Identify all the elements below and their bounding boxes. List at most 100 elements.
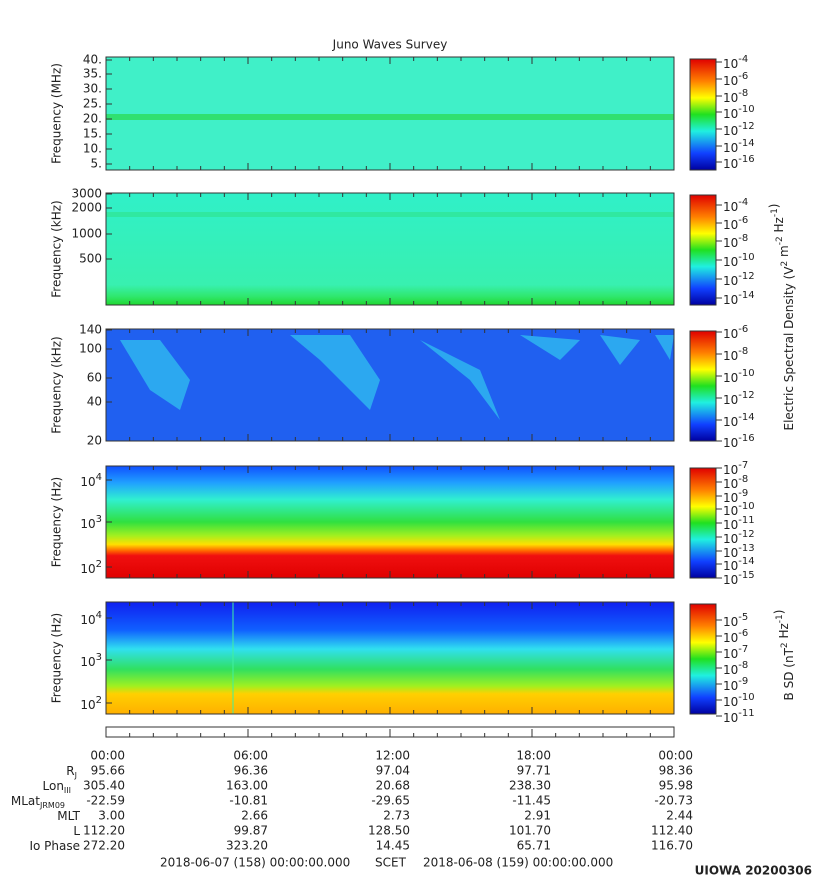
label: Io Phase: [29, 839, 80, 853]
ephem-value: -11.45: [512, 794, 551, 808]
exponent: 4: [96, 472, 102, 483]
exponent: -6: [738, 215, 748, 226]
footer-mid: SCET: [375, 856, 407, 870]
y-tick-label: 20: [87, 434, 102, 448]
base: 10: [723, 218, 738, 232]
subscript: J: [74, 771, 77, 780]
ephem-value: 101.70: [509, 824, 551, 838]
stamp: UIOWA 20200306: [695, 864, 812, 878]
ephem-value: 112.40: [651, 824, 693, 838]
exponent: -12: [738, 121, 754, 132]
colorbar-label: Electric Spectral Density (V2 m-2 Hz-1): [767, 203, 796, 430]
colorbar-tick-label: 10-4: [723, 54, 748, 71]
base: 10: [723, 518, 738, 532]
colorbar-tick-label: 10-8: [723, 660, 748, 677]
colorbar-tick-label: 10-11: [723, 515, 755, 532]
time-label: 18:00: [516, 749, 551, 763]
y-tick-label: 104: [80, 472, 102, 489]
ephem-value: 14.45: [376, 839, 410, 853]
ephem-value: 97.71: [517, 764, 551, 778]
emission: [120, 335, 674, 420]
exponent: -10: [738, 252, 754, 263]
base: 10: [80, 517, 95, 531]
colorbar-tick-label: 10-16: [723, 154, 755, 171]
colorbar-tick-label: 10-10: [723, 368, 755, 385]
exponent: -8: [738, 660, 748, 671]
base: 10: [723, 463, 738, 477]
ephem-value: 305.40: [83, 779, 125, 793]
ephem-value: -20.73: [654, 794, 693, 808]
y-tick-label: 104: [80, 610, 102, 627]
spectrogram: [106, 602, 674, 714]
base: 10: [723, 679, 738, 693]
ephem-value: 128.50: [368, 824, 410, 838]
ephem-value: 2.44: [666, 809, 693, 823]
y-tick-label: 25.: [83, 97, 102, 111]
exponent: -1: [775, 614, 785, 623]
base: 10: [723, 327, 738, 341]
ephem-value: 272.20: [83, 839, 125, 853]
base: 10: [723, 532, 738, 546]
exponent: -4: [738, 197, 748, 208]
exponent: -7: [738, 460, 748, 471]
base: 10: [723, 274, 738, 288]
time-label: 00:00: [658, 749, 693, 763]
exponent: 4: [96, 610, 102, 621]
y-axis-label: Frequency (kHz): [50, 200, 64, 297]
base: 10: [723, 663, 738, 677]
ephem-value: 96.36: [234, 764, 268, 778]
ephem-value: -29.65: [371, 794, 410, 808]
y-tick-label: 15.: [83, 127, 102, 141]
ephem-value: 99.87: [234, 824, 268, 838]
ephem-value: 116.70: [651, 839, 693, 853]
colorbar-tick-label: 10-16: [723, 433, 755, 450]
exponent: -15: [738, 570, 754, 581]
y-tick-label: 10.: [83, 142, 102, 156]
y-tick-label: 103: [80, 652, 102, 669]
ephem-value: 3.00: [98, 809, 125, 823]
exponent: -2: [775, 236, 785, 245]
subscript: III: [64, 786, 71, 795]
subscript: JRM09: [39, 801, 65, 810]
y-tick-label: 1000: [71, 227, 102, 241]
exponent: -12: [738, 390, 754, 401]
colorbar-tick-label: 10-14: [723, 412, 755, 429]
colorbar-tick-label: 10-8: [723, 88, 748, 105]
colorbar-tick-label: 10-12: [723, 121, 755, 138]
ephem-value: 238.30: [509, 779, 551, 793]
ephem-value: -22.59: [86, 794, 125, 808]
ephem-label: LonIII: [43, 779, 72, 795]
base: 10: [723, 255, 738, 269]
y-tick-label: 3000: [71, 187, 102, 201]
base: 10: [723, 157, 738, 171]
colorbar-tick-label: 10-9: [723, 488, 748, 505]
colorbar-tick-label: 10-6: [723, 628, 748, 645]
exponent: 2: [96, 695, 102, 706]
spectrogram: [106, 57, 674, 170]
y-tick-label: 500: [79, 252, 102, 266]
title: Juno Waves Survey: [332, 38, 448, 52]
time-label: 00:00: [90, 749, 125, 763]
colorbar-tick-label: 10-6: [723, 215, 748, 232]
exponent: -5: [738, 612, 748, 623]
colorbar: [689, 467, 717, 579]
text: Hz: [772, 217, 786, 236]
y-tick-label: 103: [80, 514, 102, 531]
text: ): [772, 610, 786, 615]
colorbar-tick-label: 10-10: [723, 104, 755, 121]
exponent: -11: [738, 708, 754, 719]
y-tick-label: 2000: [71, 201, 102, 215]
time-label: 06:00: [233, 749, 268, 763]
exponent: -9: [738, 676, 748, 687]
base: 10: [80, 562, 95, 576]
colorbar-tick-label: 10-5: [723, 612, 748, 629]
exponent: -12: [738, 529, 754, 540]
ephem-value: 65.71: [517, 839, 551, 853]
ephem-value: 95.66: [91, 764, 125, 778]
colorbar-tick-label: 10-12: [723, 390, 755, 407]
base: 10: [80, 698, 95, 712]
exponent: -8: [738, 88, 748, 99]
base: 10: [723, 573, 738, 587]
exponent: -10: [738, 104, 754, 115]
base: 10: [723, 415, 738, 429]
